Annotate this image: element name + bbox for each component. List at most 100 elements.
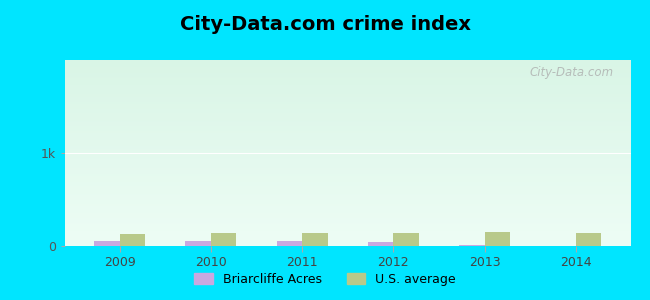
Bar (65, 233, 630, 234)
Text: City-Data.com: City-Data.com (529, 66, 614, 79)
Bar (65, 69, 630, 70)
Bar (65, 90, 630, 91)
Bar (484, 232, 510, 246)
Bar (65, 99, 630, 100)
Bar (65, 92, 630, 94)
Bar (65, 114, 630, 115)
Bar (65, 163, 630, 164)
Bar (65, 214, 630, 215)
Bar (65, 149, 630, 150)
Bar (65, 172, 630, 173)
Bar (65, 86, 630, 87)
Bar (65, 81, 630, 82)
Bar (65, 68, 630, 69)
Bar (65, 224, 630, 225)
Bar (368, 242, 393, 246)
Bar (65, 204, 630, 205)
Bar (65, 70, 630, 71)
Bar (65, 245, 630, 246)
Bar (65, 135, 630, 136)
Bar (65, 211, 630, 212)
Bar (65, 198, 630, 199)
Bar (65, 108, 630, 109)
Text: City-Data.com crime index: City-Data.com crime index (179, 15, 471, 34)
Bar (65, 75, 630, 76)
Bar (65, 176, 630, 177)
Bar (65, 234, 630, 235)
Bar (65, 221, 630, 222)
Bar (65, 210, 630, 211)
Bar (65, 118, 630, 119)
Bar (65, 209, 630, 210)
Bar (65, 237, 630, 238)
Bar (65, 212, 630, 214)
Bar (65, 83, 630, 84)
Bar (65, 232, 630, 233)
Bar (65, 179, 630, 180)
Bar (65, 244, 630, 245)
Bar (65, 241, 630, 242)
Bar (65, 78, 630, 79)
Bar (65, 173, 630, 174)
Bar (65, 169, 630, 170)
Bar (65, 73, 630, 74)
Bar (65, 243, 630, 244)
Bar (65, 127, 630, 128)
Bar (65, 134, 630, 135)
Bar (65, 189, 630, 190)
Bar (65, 61, 630, 62)
Bar (65, 184, 630, 185)
Bar (65, 154, 630, 155)
Bar (65, 160, 630, 161)
Bar (65, 170, 630, 171)
Bar (65, 206, 630, 207)
Bar (65, 116, 630, 117)
Bar (65, 145, 630, 146)
Bar (65, 240, 630, 241)
Bar (65, 159, 630, 160)
Bar (576, 233, 601, 246)
Bar (65, 158, 630, 159)
Bar (65, 160, 630, 161)
Bar (65, 236, 630, 237)
Bar (65, 101, 630, 102)
Bar (65, 193, 630, 194)
Bar (65, 104, 630, 105)
Bar (65, 138, 630, 139)
Bar (65, 185, 630, 187)
Bar (65, 199, 630, 200)
Bar (65, 208, 630, 209)
Bar (65, 128, 630, 129)
Bar (65, 207, 630, 208)
Bar (65, 109, 630, 110)
Bar (65, 217, 630, 218)
Bar (65, 168, 630, 169)
Bar (65, 130, 630, 131)
Bar (65, 222, 630, 223)
Bar (65, 228, 630, 229)
Bar (65, 137, 630, 138)
Bar (65, 88, 630, 89)
Bar (65, 74, 630, 75)
Bar (65, 79, 630, 80)
Bar (65, 126, 630, 127)
Bar (65, 84, 630, 85)
Bar (65, 177, 630, 178)
Bar (94, 241, 120, 246)
Bar (65, 143, 630, 144)
Bar (65, 164, 630, 165)
Bar (65, 107, 630, 108)
Bar (65, 98, 630, 99)
Bar (65, 118, 630, 119)
Bar (65, 146, 630, 147)
Bar (393, 233, 419, 246)
Bar (65, 205, 630, 206)
Bar (65, 174, 630, 175)
Bar (65, 156, 630, 157)
Bar (185, 241, 211, 246)
Bar (65, 235, 630, 236)
Bar (65, 150, 630, 151)
Bar (65, 115, 630, 116)
Bar (65, 225, 630, 226)
Bar (65, 147, 630, 148)
